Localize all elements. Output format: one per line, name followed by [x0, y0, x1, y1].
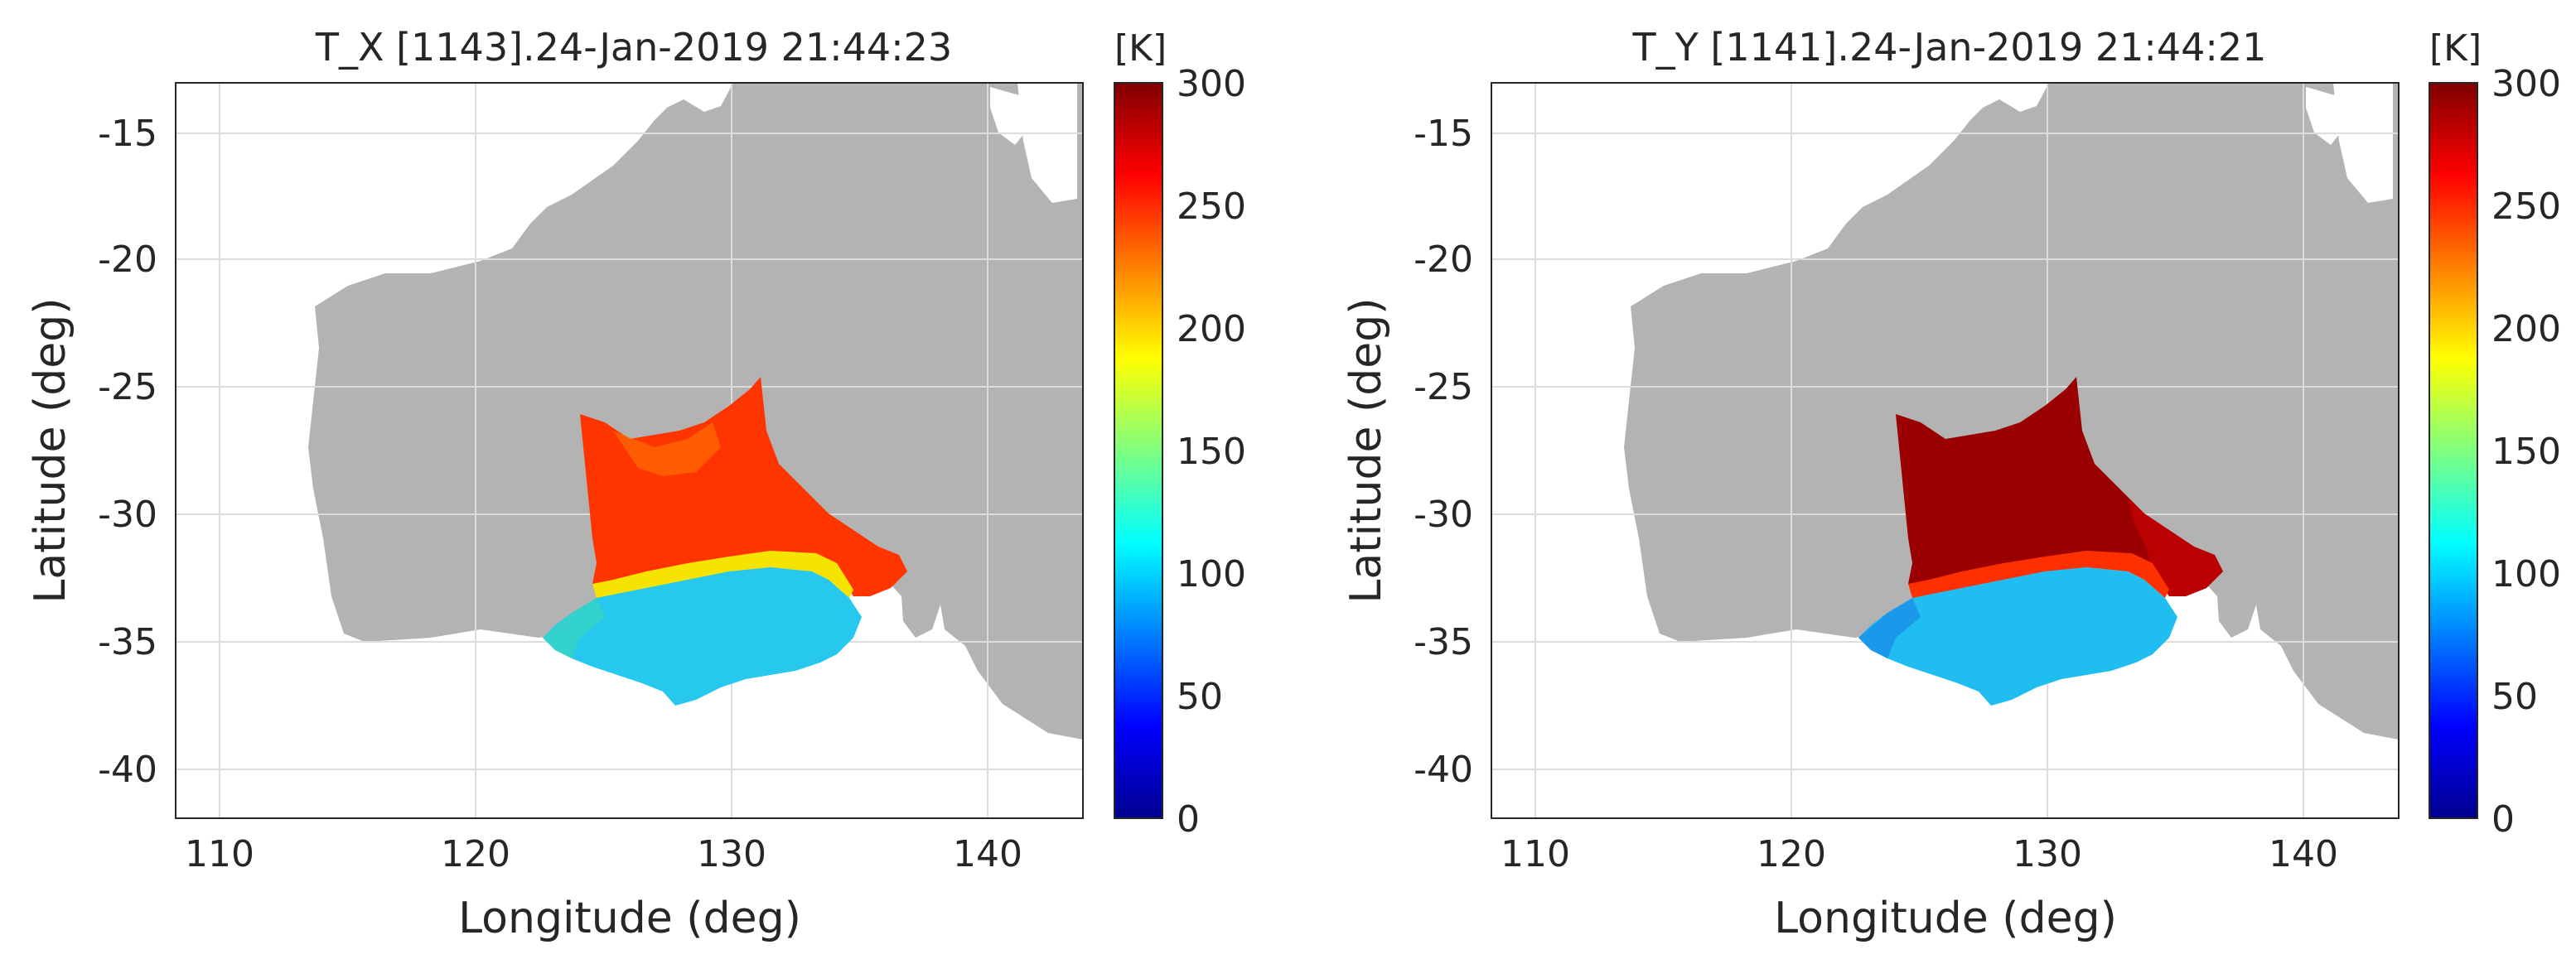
- south-region-cold: [543, 567, 862, 706]
- y-tick-label: -25: [1414, 366, 1473, 408]
- plot-frame: [1491, 82, 2400, 819]
- colorbar-tick-label: 300: [2491, 63, 2561, 105]
- chart-title: T_Y [1141].24-Jan-2019 21:44:21: [1632, 25, 2267, 70]
- colorbar-unit: [K]: [2429, 27, 2482, 70]
- chart-title: T_X [1143].24-Jan-2019 21:44:23: [315, 25, 952, 70]
- y-ticks: -15 -20 -25 -30 -35 -40: [98, 113, 157, 791]
- north-region-highlight: [613, 422, 721, 476]
- boundary-band: [1908, 551, 2169, 598]
- x-ticks: 110 120 130 140: [185, 833, 1022, 875]
- x-tick-label: 110: [185, 833, 254, 875]
- x-axis-label: Longitude (deg): [1774, 894, 2117, 943]
- y-tick-label: -40: [98, 749, 157, 791]
- y-tick-label: -30: [1414, 494, 1473, 536]
- colorbar-tick-label: 150: [2491, 431, 2561, 473]
- north-region-warm: [580, 377, 907, 596]
- y-tick-label: -20: [1414, 239, 1473, 281]
- colorbar-tick-label: 50: [1177, 676, 1223, 718]
- x-tick-label: 130: [697, 833, 766, 875]
- colorbar-tick-label: 50: [2491, 676, 2538, 718]
- y-axis-label: Latitude (deg): [26, 297, 75, 603]
- x-tick-label: 120: [1757, 833, 1826, 875]
- y-axis-label: Latitude (deg): [1341, 297, 1391, 603]
- y-ticks: -15 -20 -25 -30 -35 -40: [1414, 113, 1473, 791]
- x-tick-label: 130: [2013, 833, 2082, 875]
- x-axis-label: Longitude (deg): [458, 894, 801, 943]
- chart-panel-tx: T_X [1143].24-Jan-2019 21:44:23: [26, 25, 1246, 943]
- colorbar-tick-label: 250: [2491, 186, 2561, 228]
- south-region-west-edge: [543, 598, 605, 658]
- chart-panel-ty: T_Y [1141].24-Jan-2019 21:44:21: [1341, 25, 2561, 943]
- y-tick-label: -15: [1414, 113, 1473, 155]
- colorbar-tick-label: 150: [1177, 431, 1246, 473]
- temperature-field: [1858, 377, 2223, 706]
- colorbar: [2429, 82, 2478, 819]
- boundary-band: [592, 551, 853, 598]
- x-tick-label: 110: [1501, 833, 1570, 875]
- x-ticks: 110 120 130 140: [1501, 833, 2338, 875]
- colorbar-ticks: 300 250 200 150 100 50 0: [2491, 63, 2561, 841]
- colorbar: [1114, 82, 1163, 819]
- y-tick-label: -35: [1414, 621, 1473, 663]
- y-tick-label: -35: [98, 621, 157, 663]
- x-tick-label: 140: [953, 833, 1022, 875]
- plot-frame: [175, 82, 1084, 819]
- colorbar-tick-label: 100: [1177, 553, 1246, 595]
- x-tick-label: 140: [2269, 833, 2338, 875]
- north-region-edge: [2128, 497, 2223, 596]
- colorbar-tick-label: 200: [1177, 308, 1246, 350]
- temperature-field: [543, 377, 907, 706]
- carpentaria-gulf: [1017, 83, 1077, 203]
- colorbar-tick-label: 250: [1177, 186, 1246, 228]
- colorbar-tick-label: 300: [1177, 63, 1246, 105]
- north-region-warm: [1896, 377, 2223, 596]
- colorbar-tick-label: 0: [2491, 798, 2515, 841]
- y-tick-label: -25: [98, 366, 157, 408]
- y-tick-label: -40: [1414, 749, 1473, 791]
- carpentaria-gulf: [2333, 83, 2393, 203]
- y-tick-label: -20: [98, 239, 157, 281]
- colorbar-tick-label: 0: [1177, 798, 1200, 841]
- y-tick-label: -30: [98, 494, 157, 536]
- colorbar-unit: [K]: [1114, 27, 1167, 70]
- south-region-cold: [1858, 567, 2177, 706]
- south-region-west-edge: [1858, 598, 1921, 658]
- colorbar-tick-label: 100: [2491, 553, 2561, 595]
- colorbar-tick-label: 200: [2491, 308, 2561, 350]
- colorbar-ticks: 300 250 200 150 100 50 0: [1177, 63, 1246, 841]
- x-tick-label: 120: [441, 833, 510, 875]
- y-tick-label: -15: [98, 113, 157, 155]
